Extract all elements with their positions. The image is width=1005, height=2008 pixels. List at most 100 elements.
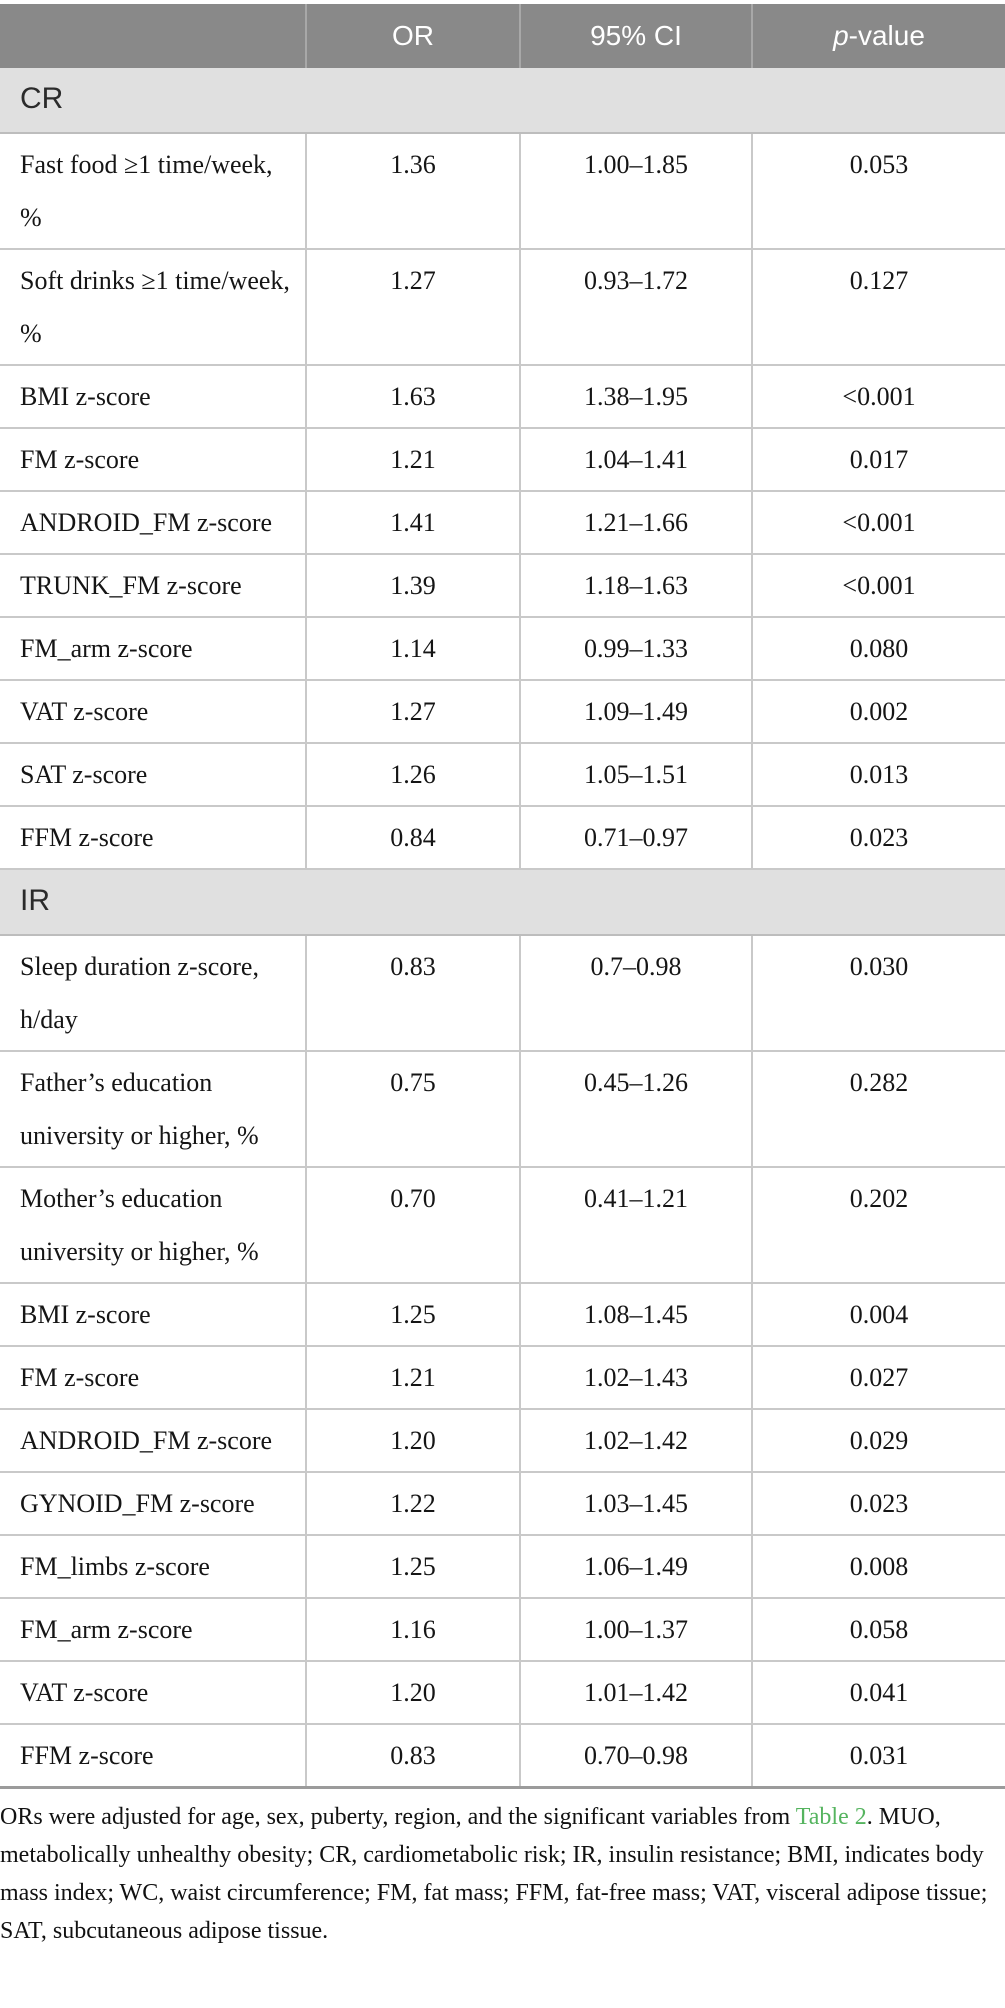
or-cell: 0.83 xyxy=(305,1724,520,1789)
variable-cell: GYNOID_FM z-score xyxy=(0,1472,306,1536)
p-value-cell: 0.058 xyxy=(751,1598,1005,1662)
or-cell: 1.27 xyxy=(305,680,520,744)
p-value-cell: 0.027 xyxy=(751,1346,1005,1410)
variable-cell: ANDROID_FM z-score xyxy=(0,1409,306,1473)
table-header: OR 95% CI p-value xyxy=(0,4,1005,68)
ci-cell: 1.00–1.85 xyxy=(519,133,752,250)
table-row: TRUNK_FM z-score 1.39 1.18–1.63 <0.001 xyxy=(0,554,1005,618)
ci-cell: 0.7–0.98 xyxy=(519,935,752,1052)
variable-cell: VAT z-score xyxy=(0,1661,306,1725)
or-cell: 0.75 xyxy=(305,1051,520,1168)
table-row: SAT z-score 1.26 1.05–1.51 0.013 xyxy=(0,743,1005,807)
table-row: ANDROID_FM z-score 1.41 1.21–1.66 <0.001 xyxy=(0,491,1005,555)
or-cell: 0.84 xyxy=(305,806,520,870)
table-row: VAT z-score 1.27 1.09–1.49 0.002 xyxy=(0,680,1005,744)
or-cell: 1.41 xyxy=(305,491,520,555)
p-value-cell: 0.017 xyxy=(751,428,1005,492)
or-cell: 1.36 xyxy=(305,133,520,250)
or-cell: 1.22 xyxy=(305,1472,520,1536)
col-header-p-value: p-value xyxy=(751,4,1005,68)
p-value-cell: 0.029 xyxy=(751,1409,1005,1473)
table-body: CR Fast food ≥1 time/week, % 1.36 1.00–1… xyxy=(0,68,1005,1789)
variable-cell: BMI z-score xyxy=(0,365,306,429)
ci-cell: 0.71–0.97 xyxy=(519,806,752,870)
ci-cell: 0.70–0.98 xyxy=(519,1724,752,1789)
table-row: FFM z-score 0.84 0.71–0.97 0.023 xyxy=(0,806,1005,870)
table-row: FM_arm z-score 1.14 0.99–1.33 0.080 xyxy=(0,617,1005,681)
variable-cell: FM z-score xyxy=(0,1346,306,1410)
table-row: VAT z-score 1.20 1.01–1.42 0.041 xyxy=(0,1661,1005,1725)
ci-cell: 1.02–1.43 xyxy=(519,1346,752,1410)
section-header-row: IR xyxy=(0,869,1005,936)
p-value-cell: 0.023 xyxy=(751,806,1005,870)
table-row: Fast food ≥1 time/week, % 1.36 1.00–1.85… xyxy=(0,133,1005,250)
ci-cell: 1.06–1.49 xyxy=(519,1535,752,1599)
ci-cell: 1.03–1.45 xyxy=(519,1472,752,1536)
or-cell: 1.25 xyxy=(305,1535,520,1599)
variable-cell: VAT z-score xyxy=(0,680,306,744)
p-value-cell: 0.202 xyxy=(751,1167,1005,1284)
p-value-italic-p: p xyxy=(833,20,849,51)
p-value-cell: 0.127 xyxy=(751,249,1005,366)
variable-cell: FM_limbs z-score xyxy=(0,1535,306,1599)
variable-cell: FFM z-score xyxy=(0,806,306,870)
p-value-rest: -value xyxy=(848,20,925,51)
or-cell: 1.26 xyxy=(305,743,520,807)
table-row: FM z-score 1.21 1.04–1.41 0.017 xyxy=(0,428,1005,492)
or-cell: 1.21 xyxy=(305,428,520,492)
p-value-cell: 0.031 xyxy=(751,1724,1005,1789)
p-value-cell: 0.002 xyxy=(751,680,1005,744)
ci-cell: 1.08–1.45 xyxy=(519,1283,752,1347)
or-cell: 1.27 xyxy=(305,249,520,366)
variable-cell: Soft drinks ≥1 time/week, % xyxy=(0,249,306,366)
section-label: IR xyxy=(0,869,1005,936)
variable-cell: FFM z-score xyxy=(0,1724,306,1789)
ci-cell: 1.09–1.49 xyxy=(519,680,752,744)
variable-cell: Sleep duration z-score, h/day xyxy=(0,935,306,1052)
p-value-cell: 0.004 xyxy=(751,1283,1005,1347)
ci-cell: 1.21–1.66 xyxy=(519,491,752,555)
ci-cell: 1.18–1.63 xyxy=(519,554,752,618)
variable-cell: Fast food ≥1 time/week, % xyxy=(0,133,306,250)
table-row: FFM z-score 0.83 0.70–0.98 0.031 xyxy=(0,1724,1005,1789)
table-row: BMI z-score 1.25 1.08–1.45 0.004 xyxy=(0,1283,1005,1347)
ci-cell: 0.99–1.33 xyxy=(519,617,752,681)
adjusted-odds-ratio-table: OR 95% CI p-value CR Fast food ≥1 time/w… xyxy=(0,4,1005,1789)
ci-cell: 1.02–1.42 xyxy=(519,1409,752,1473)
p-value-cell: 0.041 xyxy=(751,1661,1005,1725)
or-cell: 1.20 xyxy=(305,1661,520,1725)
or-cell: 1.21 xyxy=(305,1346,520,1410)
table2-link[interactable]: Table 2 xyxy=(795,1804,867,1830)
table-row: Mother’s education university or higher,… xyxy=(0,1167,1005,1284)
section-label: CR xyxy=(0,68,1005,134)
or-cell: 1.14 xyxy=(305,617,520,681)
table-row: FM_arm z-score 1.16 1.00–1.37 0.058 xyxy=(0,1598,1005,1662)
variable-cell: FM_arm z-score xyxy=(0,1598,306,1662)
table-row: Sleep duration z-score, h/day 0.83 0.7–0… xyxy=(0,935,1005,1052)
section-header-row: CR xyxy=(0,68,1005,134)
p-value-cell: 0.008 xyxy=(751,1535,1005,1599)
ci-cell: 0.93–1.72 xyxy=(519,249,752,366)
variable-cell: Mother’s education university or higher,… xyxy=(0,1167,306,1284)
footnote-text-after-link: . MUO, metabolically unhealthy obesity; … xyxy=(0,1804,988,1944)
or-cell: 1.16 xyxy=(305,1598,520,1662)
p-value-cell: 0.030 xyxy=(751,935,1005,1052)
ci-cell: 1.01–1.42 xyxy=(519,1661,752,1725)
p-value-cell: <0.001 xyxy=(751,365,1005,429)
footnote-text-before-link: ORs were adjusted for age, sex, puberty,… xyxy=(0,1804,796,1830)
or-cell: 1.25 xyxy=(305,1283,520,1347)
or-cell: 1.20 xyxy=(305,1409,520,1473)
table-row: FM_limbs z-score 1.25 1.06–1.49 0.008 xyxy=(0,1535,1005,1599)
ci-cell: 1.05–1.51 xyxy=(519,743,752,807)
col-header-variable xyxy=(0,4,306,68)
p-value-cell: 0.282 xyxy=(751,1051,1005,1168)
col-header-ci: 95% CI xyxy=(519,4,752,68)
page: OR 95% CI p-value CR Fast food ≥1 time/w… xyxy=(0,4,1005,1944)
ci-cell: 1.00–1.37 xyxy=(519,1598,752,1662)
or-cell: 0.83 xyxy=(305,935,520,1052)
variable-cell: TRUNK_FM z-score xyxy=(0,554,306,618)
p-value-cell: 0.080 xyxy=(751,617,1005,681)
table-row: Soft drinks ≥1 time/week, % 1.27 0.93–1.… xyxy=(0,249,1005,366)
table-row: GYNOID_FM z-score 1.22 1.03–1.45 0.023 xyxy=(0,1472,1005,1536)
table-row: FM z-score 1.21 1.02–1.43 0.027 xyxy=(0,1346,1005,1410)
